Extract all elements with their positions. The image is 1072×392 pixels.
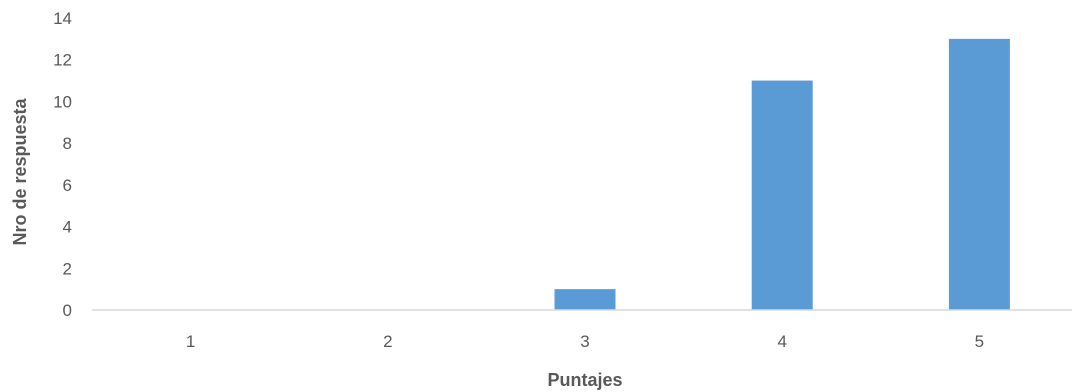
bar-3 <box>554 289 616 310</box>
bar-4 <box>751 80 813 310</box>
y-tick-label: 4 <box>63 218 72 237</box>
x-tick-label: 5 <box>975 332 984 351</box>
y-tick-label: 8 <box>63 134 72 153</box>
x-axis-ticks: 1 2 3 4 5 <box>186 332 984 351</box>
y-axis-title: Nro de respuesta <box>10 97 30 245</box>
x-tick-label: 3 <box>580 332 589 351</box>
y-tick-label: 10 <box>53 92 72 111</box>
y-tick-label: 12 <box>53 51 72 70</box>
x-tick-label: 2 <box>383 332 392 351</box>
y-tick-label: 2 <box>63 259 72 278</box>
y-tick-label: 0 <box>63 301 72 320</box>
bar-5 <box>948 38 1010 310</box>
x-tick-label: 4 <box>777 332 786 351</box>
x-tick-label: 1 <box>186 332 195 351</box>
y-tick-label: 14 <box>53 9 72 28</box>
y-axis-ticks: 0 2 4 6 8 10 12 14 <box>53 9 72 320</box>
y-tick-label: 6 <box>63 176 72 195</box>
bars <box>554 38 1010 310</box>
x-axis-title: Puntajes <box>547 370 622 390</box>
